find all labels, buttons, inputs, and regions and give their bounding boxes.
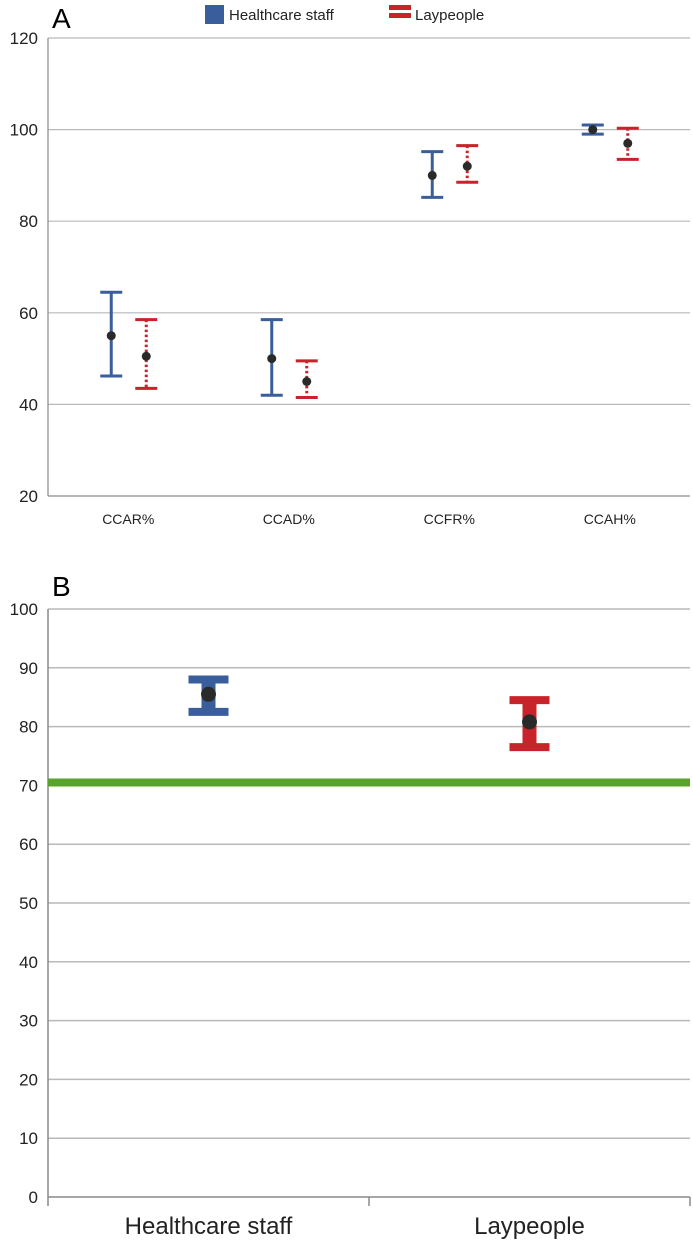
panel-a-category-labels: CCAR% CCAD% CCFR% CCAH% bbox=[102, 511, 636, 527]
legend-swatch-healthcare-staff bbox=[205, 5, 224, 24]
panel-b-category-label: Laypeople bbox=[474, 1213, 585, 1240]
panel-a-y-tick-labels: 20 40 60 80 100 120 bbox=[10, 29, 38, 506]
legend-label-healthcare-staff: Healthcare staff bbox=[229, 7, 335, 24]
panel-a-category-label: CCAD% bbox=[263, 511, 315, 527]
panel-a-y-tick-label: 40 bbox=[19, 395, 38, 414]
mean-point bbox=[462, 161, 472, 171]
mean-point bbox=[201, 686, 216, 702]
panel-b-y-tick-label: 80 bbox=[19, 718, 38, 737]
panel-b-y-tick-label: 100 bbox=[10, 600, 38, 619]
panel-b-y-tick-label: 70 bbox=[19, 776, 38, 795]
panel-b-y-tick-label: 90 bbox=[19, 659, 38, 678]
panel-b-category-label: Healthcare staff bbox=[125, 1213, 293, 1240]
panel-a-category-label: CCAH% bbox=[584, 511, 636, 527]
legend-swatch-laypeople-top bbox=[389, 5, 411, 10]
legend-swatch-laypeople-bottom bbox=[389, 13, 411, 18]
panel-b-category-labels: Healthcare staff Laypeople bbox=[125, 1213, 585, 1240]
panel-b-y-tick-label: 30 bbox=[19, 1012, 38, 1031]
panel-a: A Healthcare staff Laypeople 20 40 60 80 100… bbox=[10, 3, 690, 527]
panel-a-y-tick-label: 20 bbox=[19, 487, 38, 506]
panel-b-y-tick-label: 20 bbox=[19, 1070, 38, 1089]
legend: Healthcare staff Laypeople bbox=[205, 5, 484, 24]
panel-a-y-tick-label: 60 bbox=[19, 304, 38, 323]
panel-a-gridlines bbox=[47, 37, 690, 497]
panel-a-y-tick-label: 100 bbox=[10, 121, 38, 140]
panel-a-category-label: CCAR% bbox=[102, 511, 154, 527]
panel-b-y-tick-labels: 0 10 20 30 40 50 60 70 80 90 100 bbox=[10, 600, 38, 1207]
panel-b: B 0 10 20 30 40 50 60 70 80 90 100 Healthcare staf… bbox=[10, 571, 691, 1240]
mean-point bbox=[267, 354, 277, 364]
panel-b-gridlines bbox=[47, 608, 691, 1206]
panel-a-marks bbox=[100, 123, 639, 400]
legend-label-laypeople: Laypeople bbox=[415, 7, 484, 24]
panel-b-y-tick-label: 40 bbox=[19, 953, 38, 972]
panel-a-y-tick-label: 80 bbox=[19, 212, 38, 231]
panel-a-letter: A bbox=[52, 3, 71, 34]
mean-point bbox=[302, 377, 312, 386]
mean-point bbox=[623, 138, 633, 148]
panel-b-y-tick-label: 10 bbox=[19, 1129, 38, 1148]
panel-b-y-tick-label: 60 bbox=[19, 835, 38, 854]
mean-point bbox=[427, 170, 437, 180]
panel-a-category-label: CCFR% bbox=[424, 511, 475, 527]
mean-point bbox=[106, 331, 116, 341]
mean-point bbox=[522, 714, 537, 730]
mean-point bbox=[141, 351, 151, 361]
panel-a-y-tick-label: 120 bbox=[10, 29, 38, 48]
panel-b-marks bbox=[188, 675, 550, 752]
panel-b-y-tick-label: 0 bbox=[29, 1188, 38, 1207]
mean-point bbox=[588, 125, 598, 135]
panel-b-letter: B bbox=[52, 571, 71, 602]
panel-b-y-tick-label: 50 bbox=[19, 894, 38, 913]
